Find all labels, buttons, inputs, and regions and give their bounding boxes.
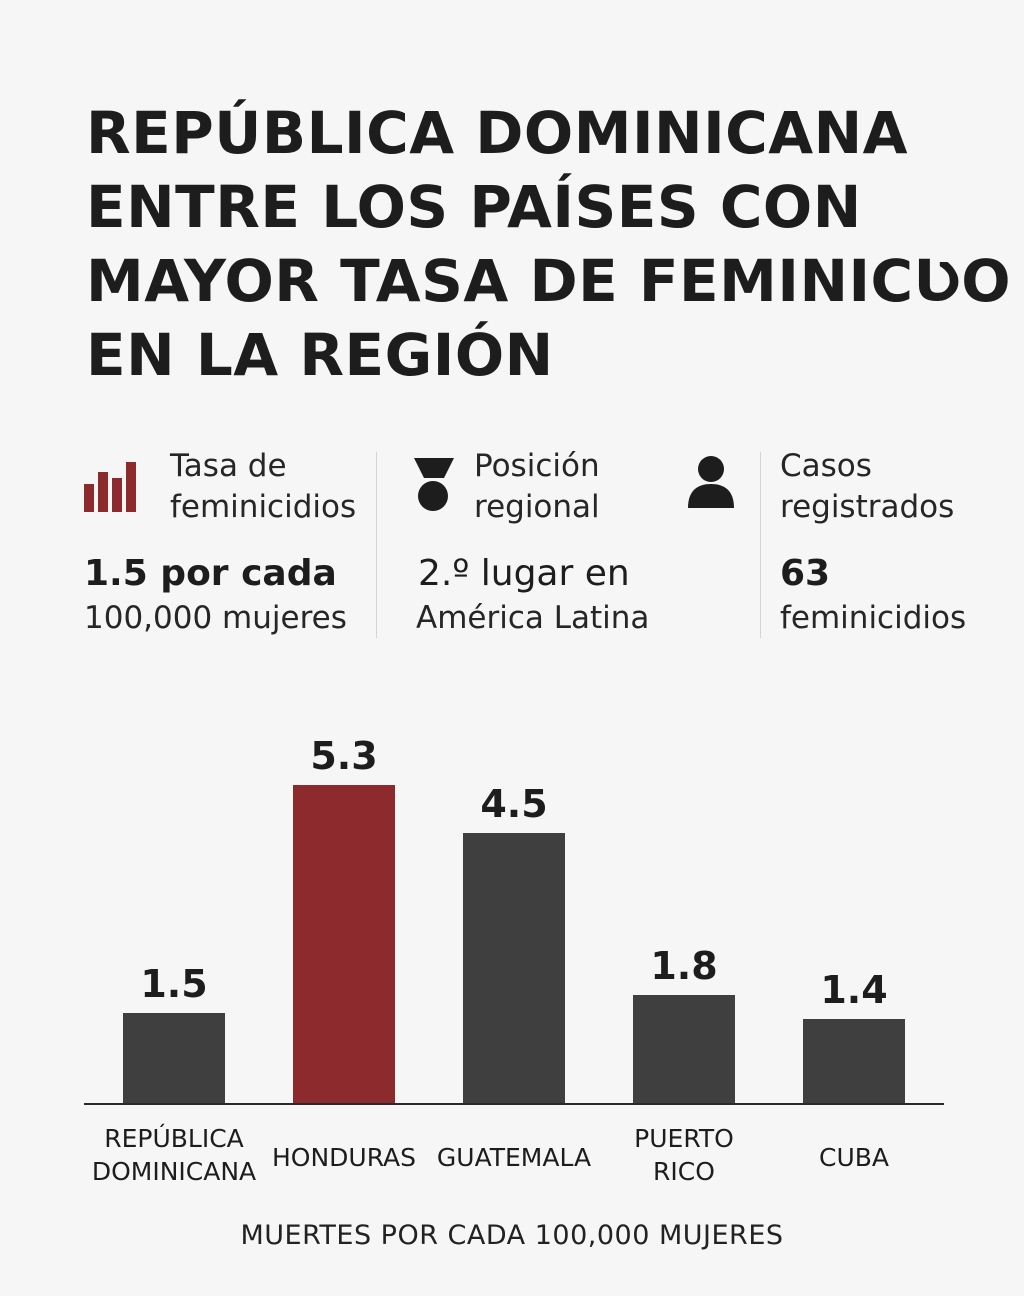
stat-cases-value: 63	[780, 553, 831, 594]
data-label: 1.8	[650, 944, 717, 988]
title-line-4: EN LA REGIÓN	[86, 321, 554, 389]
stat-cases-label: Casos registrados	[780, 446, 954, 528]
category-label: HONDURAS	[272, 1143, 416, 1172]
category-label: REPÚBLICA DOMINICANA	[92, 1123, 256, 1186]
stat-cases-label-line1: Casos	[780, 448, 872, 484]
stat-position-label: Posición regional	[474, 446, 600, 528]
stat-position-value: 2.º lugar en	[418, 553, 630, 594]
bar-chart-icon	[84, 454, 142, 518]
stat-position: Posición regional 2.º lugar en América L…	[412, 446, 742, 646]
page-title: REPÚBLICA DOMINICANA ENTRE LOS PAÍSES CO…	[86, 96, 1012, 392]
bar-1	[293, 785, 395, 1103]
title-line-2: ENTRE LOS PAÍSES CON	[86, 173, 862, 241]
title-line-1: REPÚBLICA DOMINICANA	[86, 99, 909, 167]
stat-rate-value: 1.5 por cada	[84, 553, 337, 594]
divider	[376, 452, 377, 638]
bar-0	[123, 1013, 225, 1103]
stat-position-unit: América Latina	[416, 600, 650, 636]
bar-chart: 1.5 REPÚBLICA DOMINICANA 5.3 HONDURAS 4.5 GUAT…	[84, 734, 944, 1186]
category-label: CUBA	[819, 1143, 889, 1172]
person-icon	[686, 454, 736, 514]
bar-4	[803, 1019, 905, 1103]
data-label: 4.5	[480, 782, 547, 826]
stat-rate: Tasa de feminicidios 1.5 por cada 100,00…	[84, 446, 374, 646]
stat-position-label-line2: regional	[474, 489, 600, 525]
stat-cases-label-line2: registrados	[780, 489, 955, 525]
divider	[760, 452, 761, 638]
stat-rate-label-line2: feminicidios	[170, 489, 357, 525]
category-label: GUATEMALA	[437, 1143, 591, 1172]
bar-3	[633, 995, 735, 1103]
data-label: 5.3	[310, 734, 377, 778]
data-label: 1.5	[140, 962, 207, 1006]
title-line-3: MAYOR TASA DE FEMINICƲO	[86, 247, 1012, 315]
category-label: PUERTO RICO	[634, 1124, 734, 1186]
stat-cases: Casos registrados 63 feminicidios	[686, 446, 1006, 646]
stat-cases-unit: feminicidios	[780, 600, 967, 636]
x-axis-title: MUERTES POR CADA 100,000 MUJERES	[240, 1220, 784, 1251]
bar-2	[463, 833, 565, 1103]
stat-rate-unit: 100,000 mujeres	[84, 600, 347, 636]
stat-rate-label-line1: Tasa de	[170, 448, 287, 484]
medal-icon	[412, 454, 456, 520]
stat-position-label-line1: Posición	[474, 448, 600, 484]
data-label: 1.4	[820, 968, 887, 1012]
stat-rate-label: Tasa de feminicidios	[170, 446, 356, 528]
